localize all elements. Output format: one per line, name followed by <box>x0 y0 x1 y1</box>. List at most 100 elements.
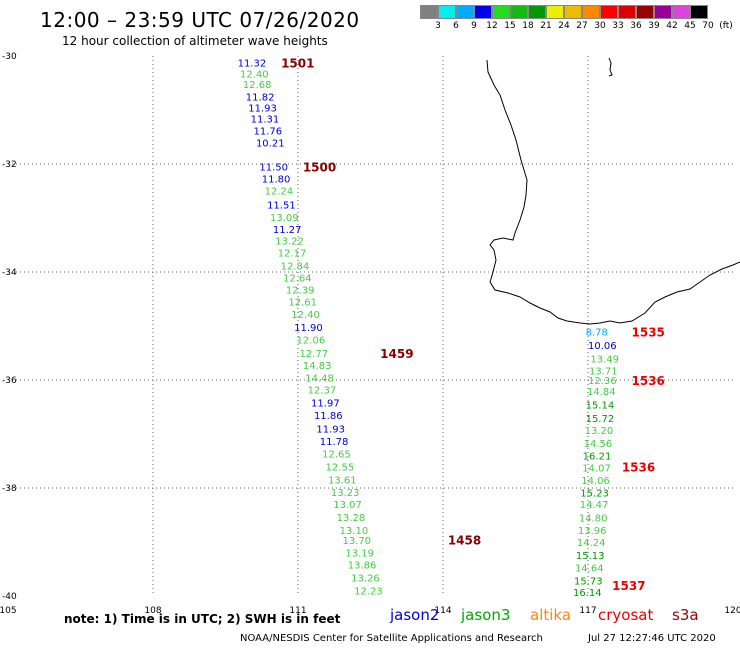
wave-height-value: 11.90 <box>294 323 323 334</box>
color-scale-label: 33 <box>612 21 624 31</box>
wave-height-value: 13.09 <box>270 213 299 224</box>
wave-height-value: 14.47 <box>580 500 609 511</box>
wave-height-value: 13.19 <box>345 548 374 559</box>
wave-height-value: 13.86 <box>348 561 377 572</box>
wave-height-value: 15.23 <box>580 488 609 499</box>
color-swatch <box>528 5 546 19</box>
generated-timestamp: Jul 27 12:27:46 UTC 2020 <box>588 633 716 644</box>
wave-height-value: 13.26 <box>351 574 380 585</box>
x-tick-label: 111 <box>289 606 306 616</box>
wave-height-value: 11.50 <box>259 163 288 174</box>
wave-height-value: 13.22 <box>275 237 304 248</box>
wave-height-value: 14.24 <box>577 538 606 549</box>
wave-height-value: 10.06 <box>588 341 617 352</box>
color-swatch <box>600 5 618 19</box>
wave-height-value: 12.40 <box>291 310 320 321</box>
wave-height-value: 12.36 <box>588 376 617 387</box>
y-tick-label: -38 <box>2 484 17 494</box>
wave-height-value: 12.77 <box>299 349 328 360</box>
wave-height-value: 11.31 <box>251 115 280 126</box>
wave-height-value: 12.68 <box>243 80 272 91</box>
color-swatch <box>510 5 528 19</box>
color-scale-label: 9 <box>471 21 477 31</box>
pass-time-label: 1536 <box>622 460 655 474</box>
wave-height-value: 12.55 <box>326 462 355 473</box>
wave-height-value: 8.78 <box>586 327 608 338</box>
map-grid: 105 108 111 114 117 120 -30 -32 -34 -36 -38 -40 <box>0 52 740 616</box>
color-scale-label: (ft) <box>719 21 733 31</box>
wave-height-value: 13.70 <box>342 536 371 547</box>
wave-height-value: 11.93 <box>248 103 277 114</box>
color-scale-label: 3 <box>435 21 441 31</box>
pass-time-label: 1459 <box>380 347 413 361</box>
wave-height-value: 11.76 <box>254 127 283 138</box>
wave-height-value: 15.73 <box>574 576 603 587</box>
page-title: 12:00 – 23:59 UTC 07/26/2020 <box>40 8 360 32</box>
wave-height-value: 12.40 <box>240 69 269 80</box>
pass-time-label: 1535 <box>632 325 665 339</box>
wave-height-value: 11.32 <box>238 58 267 69</box>
wave-height-value: 16.14 <box>573 588 602 599</box>
x-tick-label: 117 <box>579 606 596 616</box>
color-scale-label: 45 <box>684 21 696 31</box>
y-tick-label: -34 <box>2 268 17 278</box>
wave-height-value: 14.48 <box>305 373 334 384</box>
wave-height-value: 13.49 <box>590 354 619 365</box>
x-tick-label: 105 <box>0 606 17 616</box>
wave-height-value: 14.80 <box>579 514 608 525</box>
wave-height-value: 13.28 <box>337 513 366 524</box>
color-swatch <box>420 5 438 19</box>
color-scale-labels: 3 6 9 12 15 18 21 24 27 30 33 36 39 42 45 70 (ft) <box>420 21 740 33</box>
wave-height-value: 12.06 <box>297 336 326 347</box>
color-swatch <box>618 5 636 19</box>
pass-time-label: 1536 <box>632 374 665 388</box>
color-scale-label: 42 <box>666 21 678 31</box>
credit-line: NOAA/NESDIS Center for Satellite Applica… <box>240 633 543 644</box>
y-tick-label: -40 <box>2 592 17 602</box>
y-tick-label: -30 <box>2 52 17 62</box>
coastal-inlet <box>608 57 613 77</box>
y-tick-label: -32 <box>2 160 17 170</box>
wave-height-value: 11.80 <box>262 175 291 186</box>
wave-height-value: 13.23 <box>331 488 360 499</box>
wave-height-value: 14.83 <box>303 361 332 372</box>
legend-cryosat: cryosat <box>598 606 654 624</box>
legend-jason3: jason3 <box>461 606 511 624</box>
wave-height-value: 14.07 <box>582 463 611 474</box>
x-tick-label: 108 <box>144 606 161 616</box>
wave-height-value: 15.72 <box>586 414 615 425</box>
color-swatch <box>654 5 672 19</box>
color-swatch <box>546 5 564 19</box>
wave-height-value: 15.14 <box>586 400 615 411</box>
pass-time-label: 1458 <box>448 533 481 547</box>
footer-note: note: 1) Time is in UTC; 2) SWH is in fe… <box>64 612 341 626</box>
pass-time-label: 1537 <box>612 579 645 593</box>
wave-height-value: 10.21 <box>256 138 285 149</box>
track-marks: 11.3212.4012.6811.8211.9311.3111.7610.21… <box>238 56 665 599</box>
wave-height-value: 13.71 <box>589 366 618 377</box>
wave-height-value: 14.84 <box>587 387 616 398</box>
wave-height-value: 12.64 <box>283 273 312 284</box>
wave-height-value: 11.82 <box>246 93 275 104</box>
wave-height-value: 12.61 <box>288 298 317 309</box>
color-scale-label: 30 <box>594 21 606 31</box>
y-tick-label: -36 <box>2 376 17 386</box>
color-scale-label: 18 <box>522 21 534 31</box>
wave-height-value: 13.10 <box>340 526 369 537</box>
wave-height-value: 12.39 <box>286 285 315 296</box>
wave-height-value: 14.64 <box>575 563 604 574</box>
color-swatch <box>564 5 582 19</box>
coastline <box>486 57 740 325</box>
pass-time-label: 1501 <box>281 56 314 70</box>
wave-height-value: 12.84 <box>281 262 310 273</box>
color-scale-legend <box>420 5 708 19</box>
legend-altika: altika <box>530 606 572 624</box>
color-swatch <box>582 5 600 19</box>
wave-height-value: 11.93 <box>316 425 345 436</box>
color-scale-label: 24 <box>558 21 570 31</box>
color-swatch <box>636 5 654 19</box>
legend-s3a: s3a <box>672 606 699 624</box>
color-scale-label: 27 <box>576 21 588 31</box>
color-scale-label: 36 <box>630 21 642 31</box>
